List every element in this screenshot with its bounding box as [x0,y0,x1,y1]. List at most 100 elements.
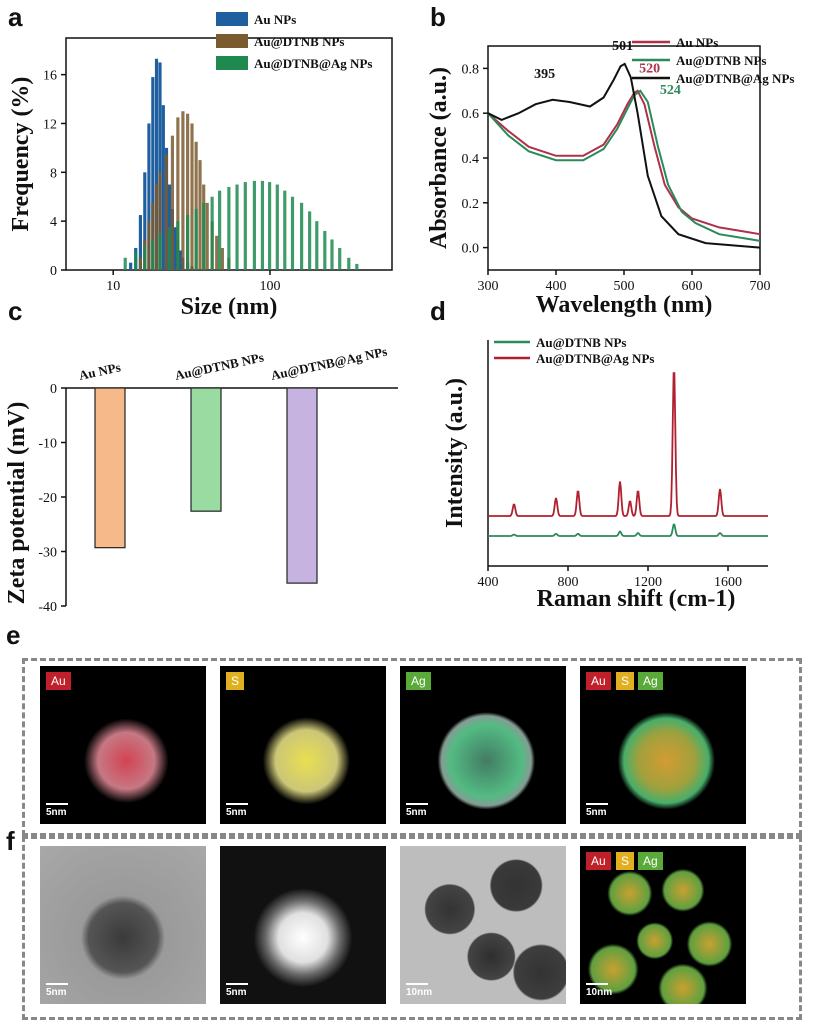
panel-a-legend-swatch [216,34,248,48]
panel-a-legend-label: Au@DTNB NPs [254,34,344,49]
panel-a-bar [194,141,198,270]
panel-a-bar [176,221,180,270]
panel-b-xtick-label: 600 [682,279,703,294]
panel-f-tile: 5nm [220,846,386,1004]
panel-e-element-badge: Au [46,672,71,690]
panel-a-bar [290,196,295,270]
panel-b-legend-label: Au@DTNB NPs [676,53,766,68]
panel-b-xtick-label: 400 [546,279,567,294]
panel-f-scale-bar: 10nm [586,983,612,998]
panel-a-bar [268,182,272,270]
panel-a-legend-label: Au@DTNB@Ag NPs [254,56,372,71]
panel-b-series-line [487,62,761,249]
panel-c-ytick-label: -40 [38,600,57,615]
panel-a-bar [173,227,177,270]
panel-a-bar [123,257,127,270]
panel-b-series-line [487,89,761,236]
panel-a-bar [338,248,342,270]
panel-e-scale-bar: 5nm [586,803,608,818]
panel-d-xtick-label: 1600 [714,575,742,590]
panel-e-tile: Au S Ag 5nm [580,666,746,824]
panel-b-annotation: 395 [534,67,555,82]
panel-a-bar [178,250,183,270]
panel-a-bar [227,186,231,270]
panel-b-ylabel: Absorbance (a.u.) [426,67,452,249]
panel-a-bar [151,202,155,270]
panel-a-bar [235,184,239,270]
panel-a-bar [154,184,159,270]
panel-a-bar [138,257,142,270]
panel-b-ytick-label: 0.8 [462,62,480,77]
panel-d-xtick-label: 1200 [634,575,662,590]
panel-a-bar [143,245,147,270]
panel-c-ytick-label: -10 [38,437,57,452]
panel-b-ytick-label: 0.6 [462,107,480,122]
panel-a-bar [158,172,162,270]
panel-a-bar [283,190,287,270]
panel-f-scale-bar: 10nm [406,983,432,998]
panel-a-bar [315,221,319,270]
panel-f-frame [22,836,802,1020]
panel-b-ytick-label: 0.2 [462,197,480,212]
panel-a-bar [330,239,334,270]
panel-a-ytick-label: 0 [50,264,57,279]
panel-a-bar [158,233,162,270]
panel-f-scale-bar: 5nm [226,983,248,998]
panel-a-bar [167,227,172,270]
panel-e-scale-bar: 5nm [46,803,68,818]
panel-b-annotation: 501 [612,39,633,54]
panel-e-element-badge: Ag [638,672,663,690]
panel-b-annotation: 520 [639,62,660,77]
panel-a-bar [355,263,359,270]
panel-d-legend-label: Au@DTNB@Ag NPs [536,351,654,366]
panel-a-bar [176,117,180,270]
panel-e-frame [22,658,802,836]
panel-c-ytick-label: 0 [50,382,57,397]
panel-c-category-label: Au@DTNB NPs [174,349,266,382]
panel-c-ylabel: Zeta potential (mV) [4,402,30,605]
panel-d-ylabel: Intensity (a.u.) [442,378,468,528]
panel-e-tile: S 5nm [220,666,386,824]
panel-a-bar [300,202,304,270]
panel-d-legend-label: Au@DTNB NPs [536,335,626,350]
panel-f-element-badge: Au [586,852,611,870]
panel-a-bar [252,180,256,270]
panel-b-series-line [487,89,761,242]
panel-a-ytick-label: 16 [43,69,57,84]
panel-f-scale-bar: 5nm [46,983,68,998]
panel-d-spectrum [488,372,768,517]
panel-c-ytick-label: -20 [38,491,57,506]
panel-a-bar [134,251,138,270]
panel-b-xlabel: Wavelength (nm) [536,292,713,318]
panel-a-bar [170,135,175,270]
panel-a-bar [151,239,155,270]
panel-d-spectrum [488,523,768,537]
panel-a-ytick-label: 4 [50,215,57,230]
panel-c-category-label: Au@DTNB@Ag NPs [270,344,389,383]
panel-a-bar [275,184,279,270]
panel-a-bar [151,77,155,270]
panel-d-label: d [430,296,446,326]
panel-c-bar [286,387,318,584]
panel-a-bar [198,160,202,270]
panel-b-label: b [430,2,446,32]
panel-a-bar [138,215,142,270]
panel-b-legend-label: Au NPs [676,35,718,50]
panel-a-legend-swatch [216,56,248,70]
panel-c-bar [94,387,126,549]
panel-b-xtick-label: 500 [614,279,635,294]
panel-a-bar [220,248,224,270]
panel-a-bar [147,123,151,270]
panel-f-element-badge: Ag [638,852,663,870]
panel-a-xtick-label: 100 [259,279,280,294]
panel-b-ytick-label: 0.0 [462,242,480,257]
panel-a-ylabel: Frequency (%) [8,77,34,232]
panel-e-scale-bar: 5nm [226,803,248,818]
panel-e-label: e [6,620,21,650]
panel-a-label: a [8,2,23,32]
panel-d-xlabel: Raman shift (cm-1) [537,586,736,612]
panel-f-tile: 10nm [400,846,566,1004]
panel-a-xtick-label: 10 [106,279,120,294]
panel-a-ytick-label: 8 [50,166,57,181]
